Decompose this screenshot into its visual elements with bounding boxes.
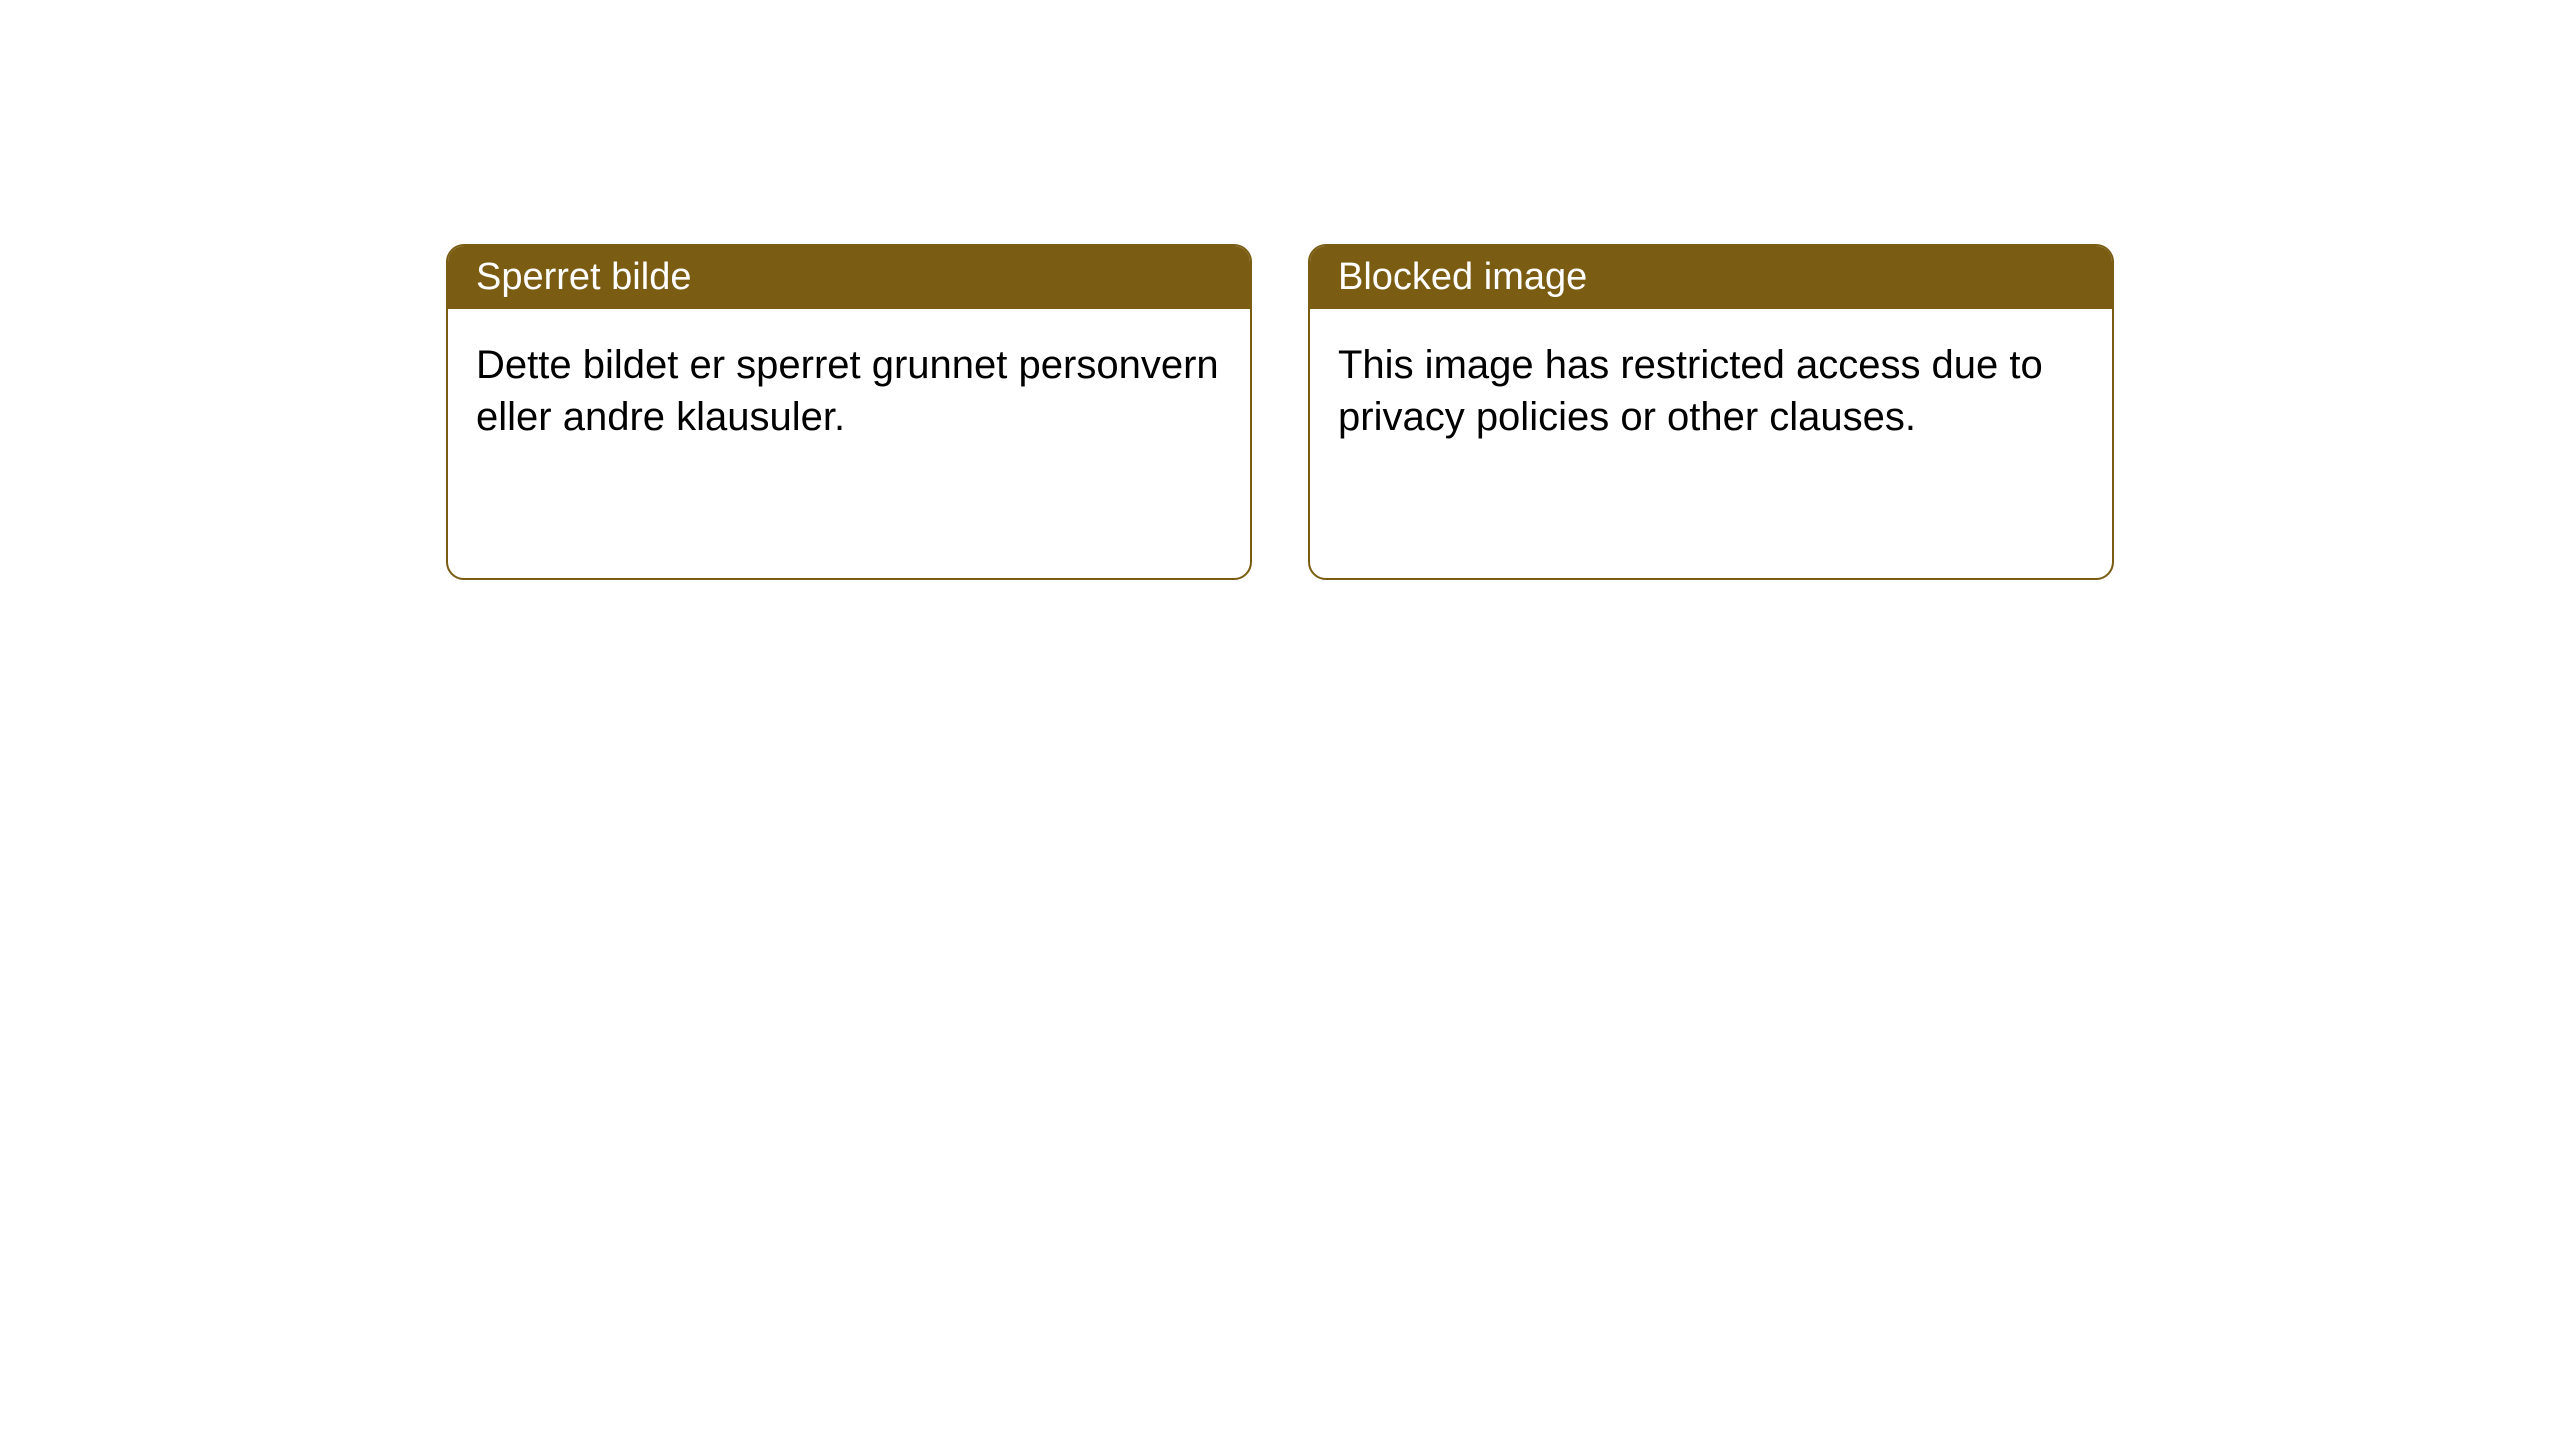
notice-title-norwegian: Sperret bilde: [448, 246, 1250, 309]
notice-body-norwegian: Dette bildet er sperret grunnet personve…: [448, 309, 1250, 473]
notice-card-norwegian: Sperret bilde Dette bildet er sperret gr…: [446, 244, 1252, 580]
notice-card-english: Blocked image This image has restricted …: [1308, 244, 2114, 580]
notice-title-english: Blocked image: [1310, 246, 2112, 309]
notice-body-english: This image has restricted access due to …: [1310, 309, 2112, 473]
notice-container: Sperret bilde Dette bildet er sperret gr…: [0, 0, 2560, 580]
